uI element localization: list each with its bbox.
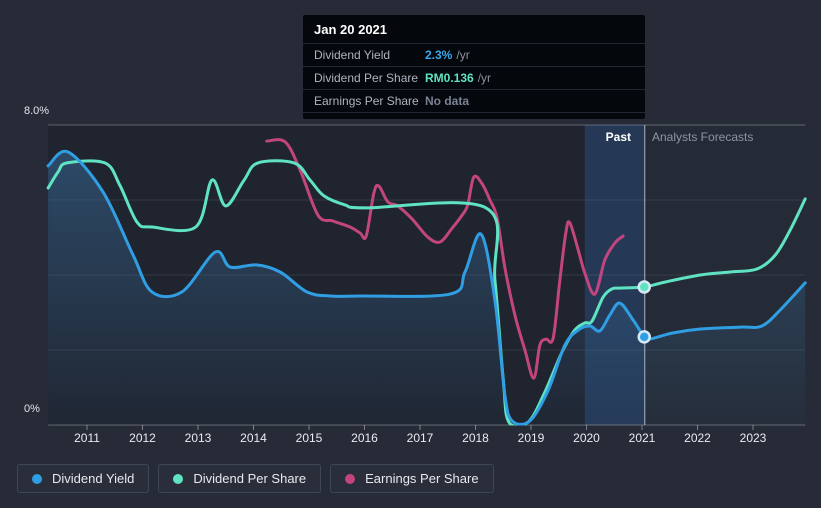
tooltip: Jan 20 2021 Dividend Yield 2.3%/yr Dividen… — [303, 15, 645, 119]
dividend-per-share-marker[interactable] — [637, 280, 651, 294]
x-tick-label-2012: 2012 — [129, 431, 156, 445]
legend-item-dividend-per-share[interactable]: Dividend Per Share — [158, 464, 322, 493]
x-tick-label-2013: 2013 — [184, 431, 212, 445]
tooltip-row-value-suffix: /yr — [456, 48, 470, 62]
x-tick-label-2018: 2018 — [462, 431, 489, 445]
x-tick-label-2022: 2022 — [684, 431, 711, 445]
dividend-yield-area — [48, 151, 806, 426]
dividend-per-share-line[interactable] — [46, 159, 807, 427]
legend-label: Dividend Per Share — [193, 471, 307, 486]
tooltip-row-label: Dividend Yield — [314, 48, 391, 62]
tooltip-row-value: 2.3% — [425, 48, 453, 62]
legend-label: Earnings Per Share — [365, 471, 479, 486]
tooltip-row-earnings-per-share: Earnings Per Share No data — [303, 89, 645, 112]
legend-dot-dividend-per-share — [173, 473, 184, 484]
legend-dot-dividend-yield — [32, 473, 42, 484]
tooltip-date: Jan 20 2021 — [314, 22, 388, 37]
tooltip-row-dividend-yield: Dividend Yield 2.3%/yr — [303, 43, 645, 66]
legend: Dividend Yield Dividend Per Share Earnings… — [17, 464, 494, 493]
legend-item-earnings-per-share[interactable]: Earnings Per Share — [330, 464, 494, 493]
tooltip-row-dividend-per-share: Dividend Per Share RM0.136/yr — [303, 66, 645, 89]
tooltip-row-value: RM0.136 — [425, 71, 474, 85]
tooltip-row-label: Dividend Per Share — [314, 71, 419, 85]
x-tick-label-2015: 2015 — [295, 431, 323, 445]
y-axis-label-bottom: 0% — [24, 403, 40, 415]
earnings-per-share-line[interactable] — [265, 138, 625, 380]
x-tick-label-2017: 2017 — [406, 431, 434, 445]
tooltip-row-value: No data — [425, 94, 470, 108]
tooltip-rows: Dividend Yield 2.3%/yr Dividend Per Share R… — [303, 43, 645, 113]
x-tick-label-2023: 2023 — [739, 431, 767, 445]
x-tick-label-2014: 2014 — [240, 431, 267, 445]
tooltip-row-value-suffix: /yr — [477, 71, 492, 85]
analysts-forecasts-label: Analysts Forecasts — [652, 130, 754, 144]
legend-label: Dividend Yield — [52, 471, 135, 486]
past-label: Past — [605, 130, 631, 144]
dividend-yield-marker[interactable] — [637, 330, 651, 344]
y-axis-label-top: 8.0% — [24, 105, 50, 117]
x-tick-label-2011: 2011 — [74, 431, 100, 445]
x-tick-label-2019: 2019 — [517, 431, 545, 445]
x-tick-label-2020: 2020 — [573, 431, 600, 445]
x-tick-label-2021: 2021 — [628, 431, 656, 445]
x-tick-label-2016: 2016 — [351, 431, 378, 445]
tooltip-row-label: Earnings Per Share — [314, 94, 419, 108]
legend-item-dividend-yield[interactable]: Dividend Yield — [17, 464, 150, 493]
legend-dot-earnings-per-share — [345, 473, 356, 484]
